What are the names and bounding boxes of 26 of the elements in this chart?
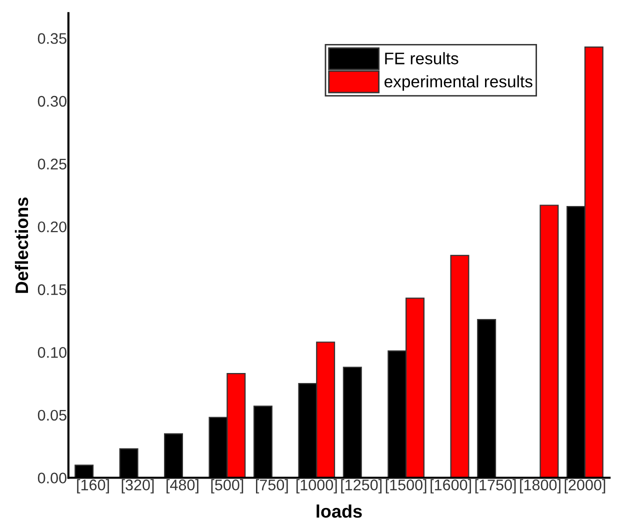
bar (450, 254, 470, 478)
y-tick-label: 0.10 (38, 347, 66, 358)
x-tick-label: [320] (122, 479, 154, 494)
x-tick-label: [1250] (341, 479, 382, 494)
legend-label: experimental results (384, 75, 532, 91)
x-tick-label: [750] (256, 479, 288, 494)
y-tick-label: 0.25 (38, 158, 66, 170)
bar (540, 204, 559, 478)
x-tick-label: [1600] (430, 479, 471, 494)
y-axis-title: Deflections (14, 198, 28, 293)
x-tick-label: [1000] (296, 479, 337, 494)
x-tick-label: [1750] (475, 479, 516, 494)
y-tick-label: 0.00 (38, 472, 66, 484)
x-tick-label: [1800] (520, 479, 560, 494)
y-tick-label: 0.35 (38, 33, 66, 44)
x-tick-label: [1500] (386, 479, 426, 494)
x-tick-label: [160] (77, 479, 109, 494)
x-tick-label: [500] (211, 479, 244, 494)
y-tick-label: 0.05 (38, 410, 66, 421)
x-tick-label: [480] (166, 479, 198, 494)
y-tick-label: 0.20 (38, 221, 66, 232)
x-tick-label: [2000] (564, 479, 606, 494)
x-axis-title: loads (316, 504, 362, 518)
y-tick-label: 0.15 (38, 284, 66, 296)
y-tick-label: 0.30 (38, 96, 66, 107)
legend-label: FE results (385, 52, 458, 64)
